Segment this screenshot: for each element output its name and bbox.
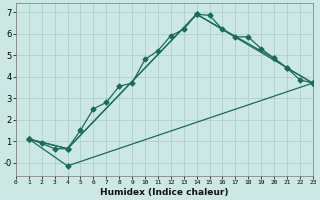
- X-axis label: Humidex (Indice chaleur): Humidex (Indice chaleur): [100, 188, 228, 197]
